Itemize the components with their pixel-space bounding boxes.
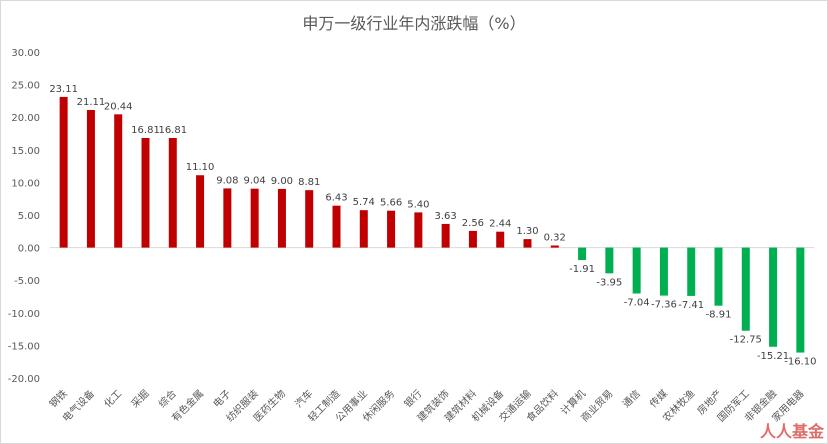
data-label: -12.75: [730, 335, 762, 346]
bar: [796, 247, 805, 353]
data-label: 5.66: [380, 198, 402, 209]
data-label: -15.21: [757, 351, 789, 362]
bar: [250, 188, 259, 248]
data-label: -3.95: [596, 277, 622, 288]
category-label: 通信: [620, 388, 643, 411]
data-label: 9.00: [271, 176, 293, 187]
category-label: 化工: [101, 387, 124, 410]
data-label: 1.30: [516, 226, 538, 237]
data-label: 9.08: [216, 175, 238, 186]
bar: [277, 188, 286, 248]
category-label: 电子: [210, 387, 233, 410]
data-label: -8.91: [706, 310, 732, 321]
bar: [305, 190, 314, 248]
category-label: 银行: [401, 387, 424, 410]
data-label: 8.81: [298, 177, 320, 188]
data-label: 9.04: [244, 176, 266, 187]
bar: [59, 96, 68, 248]
bar: [168, 137, 177, 248]
bar: [223, 188, 232, 248]
data-label: -1.91: [569, 264, 595, 275]
y-tick-label: 0.00: [18, 244, 40, 255]
bar: [578, 247, 587, 261]
bar: [687, 247, 696, 296]
data-label: 16.81: [131, 125, 160, 136]
bar: [387, 210, 396, 248]
bar: [714, 247, 723, 306]
y-tick-label: 15.00: [11, 146, 40, 157]
data-label: -7.41: [678, 300, 704, 311]
y-tick-label: -5.00: [14, 276, 40, 287]
watermark-logo: 人人基金: [759, 422, 824, 441]
bar: [632, 247, 641, 294]
data-label: -16.10: [784, 357, 816, 368]
bar: [441, 223, 450, 248]
bar: [141, 137, 150, 248]
bar: [332, 205, 341, 248]
data-label: -7.04: [624, 298, 650, 309]
bar: [741, 247, 750, 331]
category-label: 综合: [156, 387, 179, 410]
y-tick-label: 20.00: [11, 113, 40, 124]
data-label: 16.81: [158, 125, 187, 136]
y-tick-label: 30.00: [11, 48, 40, 59]
y-tick-label: -15.00: [8, 341, 40, 352]
bar: [496, 231, 505, 248]
bar: [769, 247, 778, 347]
y-tick-label: -10.00: [8, 309, 40, 320]
y-tick-label: -20.00: [8, 374, 40, 385]
bar: [114, 114, 123, 248]
data-label: 2.44: [489, 219, 511, 230]
bar: [359, 210, 368, 248]
y-tick-label: 5.00: [18, 211, 40, 222]
bar: [86, 109, 95, 248]
data-label: 3.63: [435, 211, 457, 222]
category-label: 钢铁: [46, 387, 69, 410]
data-label: 2.56: [462, 218, 484, 229]
data-label: 5.74: [353, 197, 375, 208]
data-label: 5.40: [407, 199, 429, 210]
bar: [605, 247, 614, 274]
bar: [523, 239, 532, 248]
data-label: 21.11: [77, 97, 106, 108]
data-label: 0.32: [544, 233, 566, 244]
bar: [468, 230, 477, 248]
category-label: 传媒: [647, 388, 670, 411]
data-label: 20.44: [104, 101, 133, 112]
data-label: 6.43: [325, 193, 347, 204]
y-tick-label: 25.00: [11, 81, 40, 92]
category-label: 汽车: [292, 387, 315, 410]
data-label: -7.36: [651, 300, 677, 311]
chart-title: 申万一级行业年内涨跌幅（%）: [302, 14, 526, 33]
bar: [196, 175, 205, 248]
bar: [414, 212, 423, 248]
data-label: 23.11: [49, 84, 78, 95]
bar: [550, 245, 559, 248]
bar: [659, 247, 668, 296]
data-label: 11.10: [186, 162, 215, 173]
category-label: 采掘: [128, 387, 151, 410]
y-tick-label: 10.00: [11, 178, 40, 189]
